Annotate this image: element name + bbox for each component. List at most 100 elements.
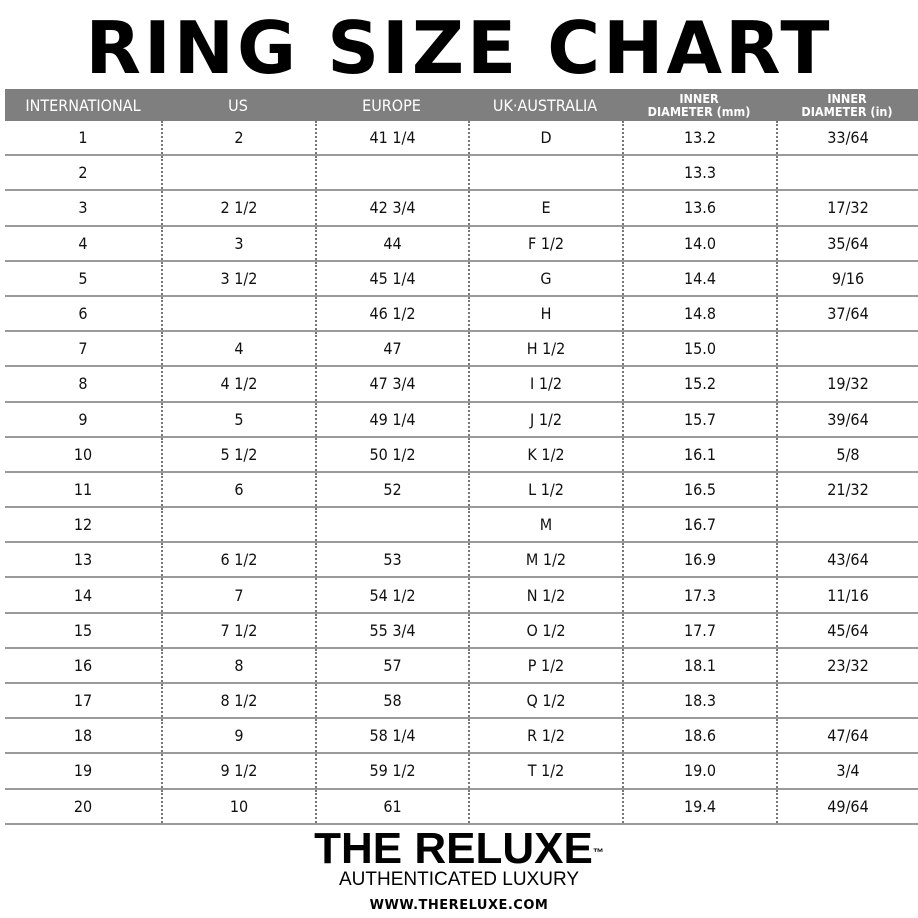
- table-row: 1 2 41 1/4 D 13.2 33/64: [5, 121, 918, 157]
- column-header-diameter-in: INNER DIAMETER (in): [776, 89, 918, 121]
- table-cell: 8: [161, 648, 315, 682]
- table-cell: 5/8: [776, 437, 918, 471]
- table-cell: E: [468, 191, 622, 225]
- table-cell: 45 1/4: [315, 261, 468, 295]
- table-cell: 16.1: [622, 437, 776, 471]
- table-row: 11 6 52 L 1/2 16.5 21/32: [5, 472, 918, 509]
- table-cell: 19.0: [622, 754, 776, 788]
- ring-size-table: INTERNATIONAL US EUROPE UK·AUSTRALIA INN…: [5, 89, 918, 825]
- table-cell: 8 1/2: [161, 684, 315, 718]
- table-cell: 11: [73, 479, 93, 499]
- table-cell: T 1/2: [468, 754, 622, 788]
- table-cell: 6: [78, 304, 88, 324]
- table-cell: [776, 684, 918, 718]
- table-cell: G: [468, 261, 622, 295]
- table-cell: 14.4: [622, 261, 776, 295]
- table-row: 7 4 47 H 1/2 15.0: [5, 332, 918, 368]
- table-cell: 19: [73, 761, 93, 781]
- table-cell: 17.3: [622, 578, 776, 612]
- table-cell: 47 3/4: [315, 367, 468, 401]
- header-line-1: INNER: [679, 91, 719, 106]
- table-cell: 61: [315, 789, 468, 823]
- table-cell: 9: [78, 409, 88, 429]
- website-url: WWW.THERELUXE.COM: [369, 898, 549, 913]
- table-header: INTERNATIONAL US EUROPE UK·AUSTRALIA INN…: [5, 89, 918, 121]
- column-header-us: US: [228, 95, 248, 115]
- table-cell: 13.6: [622, 191, 776, 225]
- table-row: 19 9 1/2 59 1/2 T 1/2 19.0 3/4: [5, 754, 918, 790]
- table-cell: Q 1/2: [468, 684, 622, 718]
- table-cell: 17: [73, 691, 93, 711]
- table-cell: 13.2: [622, 121, 776, 155]
- table-row: 10 5 1/2 50 1/2 K 1/2 16.1 5/8: [5, 437, 918, 473]
- table-cell: 3: [161, 226, 315, 260]
- table-row: 3 2 1/2 42 3/4 E 13.6 17/32: [5, 191, 918, 227]
- table-cell: [776, 332, 918, 366]
- table-cell: 4 1/2: [161, 367, 315, 401]
- table-cell: 14.0: [622, 226, 776, 260]
- table-cell: 3: [78, 198, 88, 218]
- table-cell: 15.2: [622, 367, 776, 401]
- table-cell: 5: [161, 402, 315, 436]
- table-body: 1 2 41 1/4 D 13.2 33/64 2 13.3 3 2 1/2 42 3/4 E 13.6…: [5, 121, 918, 825]
- table-cell: 10: [73, 444, 93, 464]
- table-cell: 47/64: [776, 719, 918, 753]
- table-cell: 21/32: [776, 472, 918, 507]
- table-cell: 52: [315, 472, 468, 507]
- table-cell: 3/4: [776, 754, 918, 788]
- table-cell: 49/64: [776, 789, 918, 823]
- table-cell: 58 1/4: [315, 719, 468, 753]
- table-cell: 11/16: [776, 578, 918, 612]
- column-header-uk-australia: UK·AUSTRALIA: [492, 95, 598, 115]
- table-cell: 13: [73, 550, 93, 570]
- table-cell: 44: [315, 226, 468, 260]
- table-cell: 12: [73, 515, 93, 535]
- table-cell: L 1/2: [468, 472, 622, 507]
- table-cell: 7 1/2: [161, 613, 315, 647]
- table-row: 16 8 57 P 1/2 18.1 23/32: [5, 648, 918, 684]
- table-cell: 6: [161, 472, 315, 507]
- table-cell: P 1/2: [468, 648, 622, 682]
- table-cell: 9: [161, 719, 315, 753]
- table-cell: 42 3/4: [315, 191, 468, 225]
- table-cell: 8: [78, 374, 88, 394]
- table-cell: 18.1: [622, 648, 776, 682]
- table-cell: D: [468, 121, 622, 155]
- table-cell: 16.5: [622, 472, 776, 507]
- table-cell: R 1/2: [468, 719, 622, 753]
- table-cell: 19.4: [622, 789, 776, 823]
- table-cell: 10: [161, 789, 315, 823]
- table-cell: 16.7: [622, 508, 776, 542]
- table-cell: 58: [315, 684, 468, 718]
- brand-logo: THE RELUXE™: [0, 826, 918, 872]
- table-cell: 23/32: [776, 648, 918, 682]
- table-cell: 17/32: [776, 191, 918, 225]
- table-cell: 18.3: [622, 684, 776, 718]
- table-cell: 7: [161, 578, 315, 612]
- table-cell: 49 1/4: [315, 402, 468, 436]
- table-cell: [776, 508, 918, 542]
- column-header-europe: EUROPE: [362, 95, 421, 115]
- table-cell: 3 1/2: [161, 261, 315, 295]
- table-cell: 18: [73, 726, 93, 746]
- table-cell: 19/32: [776, 367, 918, 401]
- table-row: 12 M 16.7: [5, 508, 918, 544]
- table-cell: H 1/2: [468, 332, 622, 366]
- table-cell: 7: [78, 339, 88, 359]
- table-cell: 35/64: [776, 226, 918, 260]
- table-cell: M 1/2: [468, 543, 622, 577]
- table-cell: [315, 508, 468, 542]
- table-cell: 37/64: [776, 296, 918, 331]
- table-cell: 46 1/2: [315, 296, 468, 331]
- header-line-2: DIAMETER (in): [801, 104, 893, 119]
- trademark: ™: [592, 847, 604, 859]
- table-cell: 43/64: [776, 543, 918, 577]
- table-cell: 20: [73, 796, 93, 816]
- table-cell: 55 3/4: [315, 613, 468, 647]
- brand-tagline: AUTHENTICATED LUXURY: [339, 869, 579, 890]
- table-row: 2 13.3: [5, 156, 918, 192]
- table-row: 9 5 49 1/4 J 1/2 15.7 39/64: [5, 402, 918, 438]
- table-cell: 17.7: [622, 613, 776, 647]
- table-cell: 14: [73, 585, 93, 605]
- table-cell: I 1/2: [468, 367, 622, 401]
